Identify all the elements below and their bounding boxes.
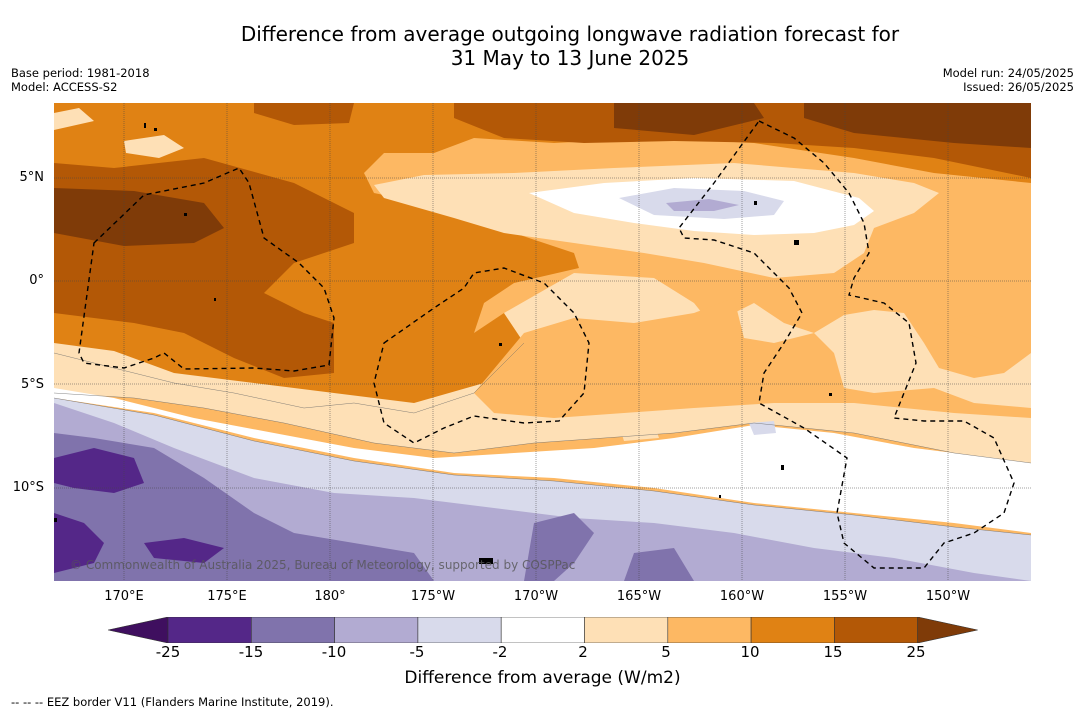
anomaly-region-minus15-minus25-south <box>54 448 224 573</box>
colorbar-segment <box>584 617 669 643</box>
colorbar-extend-high <box>917 617 978 643</box>
copyright-notice: © Commonwealth of Australia 2025, Bureau… <box>70 558 576 572</box>
lat-label-10s: 10°S <box>12 480 44 495</box>
lon-label-180: 180° <box>314 589 346 604</box>
colorbar-segment <box>167 617 252 643</box>
lon-label-170w: 170°W <box>513 589 559 604</box>
colorbar-segment <box>251 617 335 643</box>
lon-label-165w: 165°W <box>616 589 662 604</box>
cbar-label-2: 2 <box>578 643 588 661</box>
colorbar-segment <box>750 617 835 643</box>
colorbar-segment <box>667 617 752 643</box>
lon-label-155w: 155°W <box>822 589 868 604</box>
cbar-label-25: 25 <box>906 643 926 661</box>
lon-label-150w: 150°W <box>925 589 971 604</box>
anomaly-region-minus5-minus10-north <box>666 199 739 211</box>
lon-label-170e: 170°E <box>104 589 144 604</box>
cbar-label-m10: -10 <box>321 643 347 661</box>
cbar-label-15: 15 <box>823 643 843 661</box>
lat-label-0: 0° <box>29 273 44 288</box>
lat-label-5n: 5°N <box>19 170 45 185</box>
cbar-label-m2: -2 <box>492 643 508 661</box>
map-panel <box>54 103 1031 581</box>
colorbar-title: Difference from average (W/m2) <box>404 668 681 688</box>
colorbar-segment <box>500 617 585 643</box>
anomaly-region-2-5-nw <box>54 108 184 158</box>
eez-legend: -- -- -- EEZ border V11 (Flanders Marine… <box>11 695 334 709</box>
anomaly-region-over-25-north <box>614 103 1031 148</box>
issued-date: Issued: 26/05/2025 <box>963 80 1074 94</box>
model-name: Model: ACCESS-S2 <box>11 80 118 94</box>
colorbar <box>108 617 978 643</box>
anomaly-region-5-10-mid-south <box>474 298 1031 418</box>
cbar-label-m25: -25 <box>155 643 181 661</box>
colorbar-segment <box>834 617 919 643</box>
meta-right: Model run: 24/05/2025 Issued: 26/05/2025 <box>943 66 1074 94</box>
cbar-label-5: 5 <box>661 643 671 661</box>
title-line-1: Difference from average outgoing longwav… <box>240 22 900 46</box>
colorbar-segment <box>334 617 419 643</box>
base-period: Base period: 1981-2018 <box>11 66 150 80</box>
anomaly-region-15-25-nw <box>254 103 354 125</box>
lon-label-160w: 160°W <box>719 589 765 604</box>
lat-label-5s: 5°S <box>20 377 44 392</box>
title-line-2: 31 May to 13 June 2025 <box>450 46 690 70</box>
anomaly-region-minus10-minus15-south <box>54 433 694 581</box>
model-run: Model run: 24/05/2025 <box>942 66 1074 80</box>
anomaly-region-neutral-south <box>54 388 1031 533</box>
eez-borders <box>78 120 1015 569</box>
anomaly-region-5-10-east <box>934 313 1031 343</box>
cbar-label-m5: -5 <box>409 643 425 661</box>
anomaly-region-over-25-west <box>54 188 224 246</box>
colorbar-extend-low <box>108 617 169 643</box>
meta-left: Base period: 1981-2018 Model: ACCESS-S2 <box>11 66 150 94</box>
anomaly-map <box>54 103 1031 581</box>
map-title: Difference from average outgoing longwav… <box>120 22 1020 70</box>
contour-lines <box>54 342 1031 536</box>
lon-label-175e: 175°E <box>207 589 247 604</box>
cbar-label-10: 10 <box>740 643 760 661</box>
colorbar-segment <box>417 617 502 643</box>
lon-label-175w: 175°W <box>410 589 456 604</box>
islands <box>54 123 832 564</box>
cbar-label-m15: -15 <box>238 643 264 661</box>
